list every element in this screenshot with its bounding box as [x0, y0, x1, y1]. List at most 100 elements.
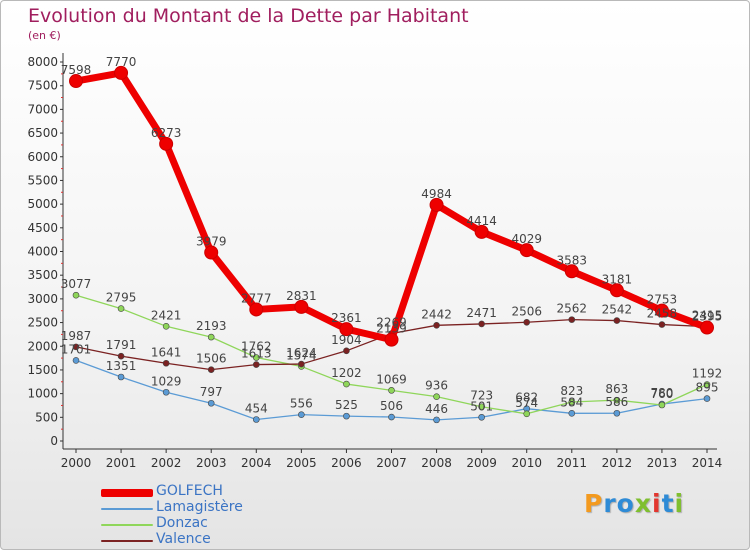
y-tick-label: 4500 [27, 221, 58, 235]
data-label: 4029 [511, 232, 542, 246]
data-point [339, 322, 354, 337]
data-point [207, 399, 215, 407]
data-label: 1574 [286, 348, 317, 362]
data-label: 3077 [61, 277, 92, 291]
data-label: 760 [650, 387, 673, 401]
x-tick-label: 2004 [241, 456, 272, 470]
legend-swatch [101, 540, 153, 542]
x-tick-label: 2006 [331, 456, 362, 470]
data-label: 2442 [421, 307, 452, 321]
x-tick-label: 2010 [511, 456, 542, 470]
data-label: 2139 [376, 322, 407, 336]
logo-letter: r [603, 489, 617, 518]
logo-letter: o [616, 489, 635, 518]
data-point [523, 410, 531, 418]
data-label: 863 [605, 382, 628, 396]
chart-title: Evolution du Montant de la Dette par Hab… [28, 5, 469, 27]
data-label: 4414 [466, 214, 497, 228]
data-label: 1069 [376, 372, 407, 386]
x-tick-label: 2012 [602, 456, 633, 470]
data-label: 2361 [331, 311, 362, 325]
series-line-0 [72, 69, 711, 344]
x-tick-label: 2003 [196, 456, 227, 470]
data-point [117, 305, 125, 312]
data-point [474, 224, 489, 239]
chart-unit-label: (en €) [28, 29, 61, 42]
data-point [72, 357, 80, 364]
y-tick-label: 7500 [27, 79, 58, 93]
data-label: 2458 [647, 307, 678, 321]
data-label: 1029 [151, 374, 182, 388]
y-tick-label: 500 [35, 410, 58, 424]
data-point [298, 411, 305, 418]
legend-item: GOLFECH [101, 483, 321, 501]
data-point [207, 366, 215, 373]
data-label: 2269 [376, 316, 407, 330]
data-point [252, 354, 260, 361]
data-label: 1202 [331, 366, 362, 380]
data-point [609, 283, 624, 298]
data-point [658, 401, 666, 409]
data-label: 823 [560, 384, 583, 398]
y-tick-label: 4000 [27, 245, 58, 259]
data-point [568, 398, 576, 406]
logo-letter: i [652, 489, 662, 518]
data-label: 6273 [151, 126, 182, 140]
y-tick-label: 5500 [27, 173, 58, 187]
data-point [613, 409, 621, 417]
data-label: 2421 [151, 308, 182, 322]
data-point [72, 343, 80, 351]
data-point [162, 359, 170, 367]
data-point [162, 323, 170, 330]
data-label: 3979 [196, 234, 227, 248]
logo-letter: i [674, 489, 685, 518]
data-label: 454 [245, 401, 268, 415]
data-label: 2795 [106, 291, 137, 305]
proxiti-logo: Proxiti [584, 489, 684, 518]
data-label: 2395 [692, 310, 723, 324]
data-label: 525 [335, 398, 358, 412]
data-label: 556 [290, 397, 313, 411]
x-tick-label: 2014 [692, 456, 723, 470]
data-point [654, 303, 669, 318]
data-point [162, 388, 170, 396]
data-label: 1987 [61, 329, 92, 343]
data-point [519, 243, 534, 258]
data-label: 2506 [511, 304, 542, 318]
y-tick-label: 5000 [27, 197, 58, 211]
data-point [252, 361, 260, 368]
data-label: 446 [425, 402, 448, 416]
legend-label: Valence [156, 531, 211, 547]
y-tick-label: 8000 [27, 55, 58, 69]
data-label: 584 [560, 395, 583, 409]
data-point [207, 333, 215, 341]
data-label: 1506 [196, 352, 227, 366]
data-point [117, 373, 125, 381]
data-point [72, 291, 80, 299]
data-label: 506 [380, 399, 403, 413]
data-label: 2471 [466, 306, 497, 320]
data-point [298, 360, 305, 368]
data-label: 1624 [286, 346, 317, 360]
data-label: 682 [515, 391, 538, 405]
legend-swatch [101, 524, 153, 526]
data-label: 2753 [647, 293, 678, 307]
data-label: 797 [200, 385, 223, 399]
data-point [478, 403, 485, 411]
data-label: 1904 [331, 333, 362, 347]
data-point [69, 74, 83, 89]
data-label: 1613 [241, 347, 272, 361]
x-tick-label: 2009 [466, 456, 497, 470]
logo-letter: t [661, 489, 675, 518]
data-label: 3181 [602, 272, 633, 286]
x-tick-label: 2005 [286, 456, 317, 470]
data-point [249, 302, 264, 317]
data-label: 723 [470, 389, 493, 403]
data-point [478, 413, 485, 421]
data-point [433, 322, 440, 329]
x-tick-label: 2001 [106, 456, 137, 470]
data-point [523, 318, 531, 326]
data-point [114, 65, 129, 80]
data-point [429, 197, 444, 212]
data-point [613, 317, 621, 324]
